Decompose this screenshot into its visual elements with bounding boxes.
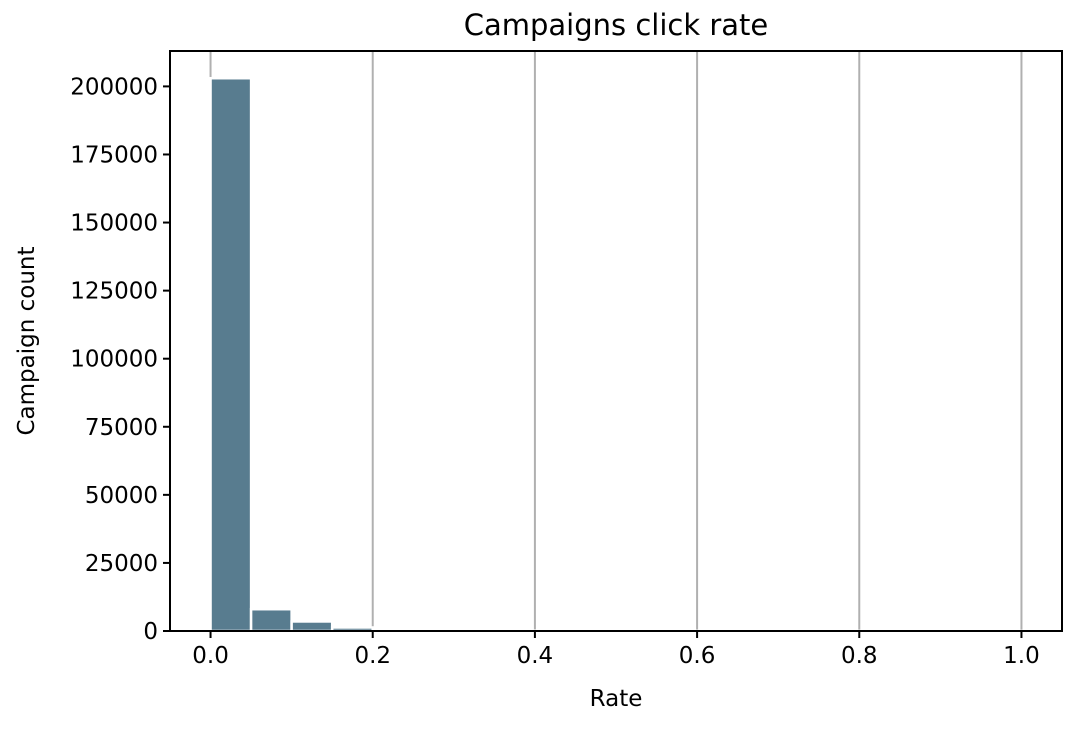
histogram-bar-1 [251, 609, 292, 631]
y-tick-label-3: 75000 [85, 415, 158, 441]
y-axis-ticks: 0 25000 50000 75000 100000 125000 150000 175000… [70, 74, 170, 645]
y-tick-label-8: 200000 [70, 74, 158, 100]
histogram-bar-0 [211, 78, 252, 631]
y-tick-label-7: 175000 [70, 142, 158, 168]
x-tick-label-4: 0.8 [841, 643, 878, 669]
y-tick-label-2: 50000 [85, 483, 158, 509]
x-tick-label-2: 0.4 [517, 643, 554, 669]
y-tick-label-1: 25000 [85, 551, 158, 577]
y-tick-label-5: 125000 [70, 279, 158, 305]
y-tick-label-6: 150000 [70, 211, 158, 237]
x-tick-label-1: 0.2 [354, 643, 391, 669]
x-tick-label-5: 1.0 [1003, 643, 1040, 669]
chart-title: Campaigns click rate [464, 8, 769, 42]
y-axis-label: Campaign count [14, 246, 40, 435]
x-tick-label-0: 0.0 [192, 643, 229, 669]
y-tick-label-0: 0 [143, 619, 158, 645]
histogram-bar-2 [292, 621, 333, 631]
x-tick-label-3: 0.6 [679, 643, 716, 669]
y-tick-label-4: 100000 [70, 347, 158, 373]
x-axis-label: Rate [590, 686, 643, 712]
